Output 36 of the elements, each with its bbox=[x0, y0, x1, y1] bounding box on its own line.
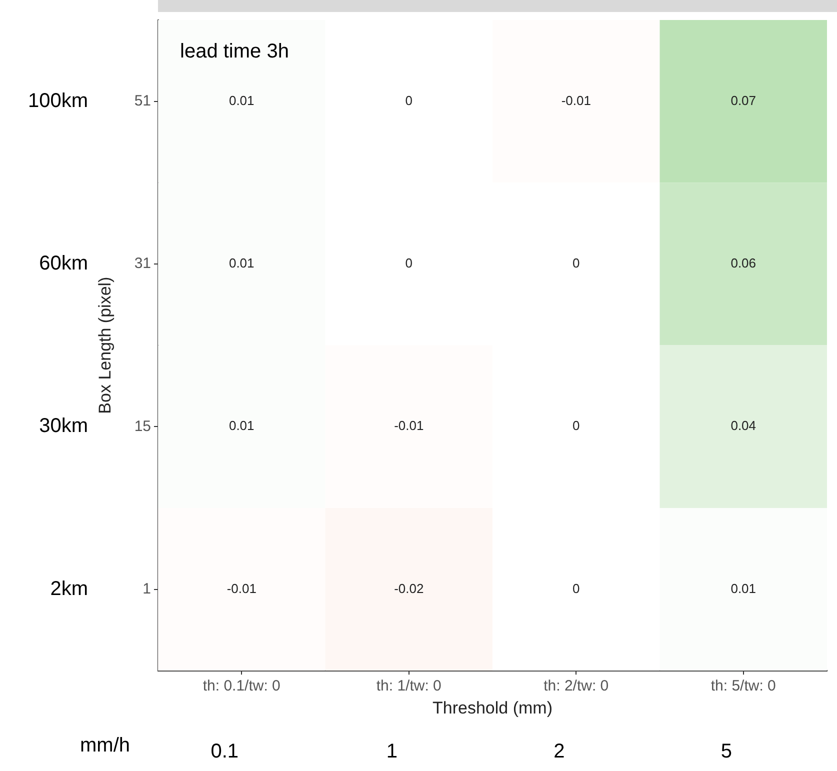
data-label: 0.01 bbox=[228, 256, 254, 271]
data-label: 0.01 bbox=[730, 580, 756, 596]
text: 0.1 bbox=[210, 740, 239, 763]
x-tick-label: th: 2/tw: 0 bbox=[544, 678, 609, 695]
y-tick-label: 51 bbox=[134, 92, 151, 110]
data-label: -0.01 bbox=[394, 418, 424, 434]
x-tick-label: th: 0.1/tw: 0 bbox=[202, 678, 280, 695]
y-tick-label: 1 bbox=[142, 580, 151, 598]
data-label: -0.01 bbox=[561, 92, 591, 108]
data-label: 0.07 bbox=[730, 92, 756, 108]
y-axis-title: Box Length (pixel) bbox=[96, 276, 115, 414]
data-label: 0.04 bbox=[730, 418, 756, 434]
data-label: 0.06 bbox=[730, 256, 756, 271]
data-label: -0.01 bbox=[226, 580, 256, 596]
text: mm/h bbox=[80, 734, 130, 757]
text: 5 bbox=[720, 740, 732, 763]
data-label: 0.01 bbox=[228, 92, 254, 108]
data-label: 0 bbox=[405, 256, 412, 271]
data-label: -0.02 bbox=[394, 580, 424, 596]
data-label: 0 bbox=[572, 418, 580, 434]
x-tick-label: th: 1/tw: 0 bbox=[376, 678, 442, 695]
y-tick-label: 31 bbox=[134, 255, 151, 272]
text: 2 bbox=[554, 740, 565, 763]
data-label: 0 bbox=[572, 256, 580, 271]
y2-tick-label: 60km bbox=[39, 252, 88, 274]
y2-tick-label: 2km bbox=[50, 578, 88, 600]
text: lead time 3h bbox=[180, 40, 289, 63]
data-label: 0 bbox=[572, 580, 580, 596]
x-tick-label: th: 5/tw: 0 bbox=[710, 678, 776, 695]
data-label: 0 bbox=[405, 92, 412, 108]
data-label: 0.01 bbox=[228, 418, 254, 434]
y-tick-label: 15 bbox=[134, 418, 151, 435]
y2-tick-label: 100km bbox=[28, 90, 88, 112]
x-axis-title: Threshold (mm) bbox=[432, 698, 552, 718]
y2-tick-label: 30km bbox=[39, 415, 88, 438]
text: 1 bbox=[386, 740, 398, 763]
